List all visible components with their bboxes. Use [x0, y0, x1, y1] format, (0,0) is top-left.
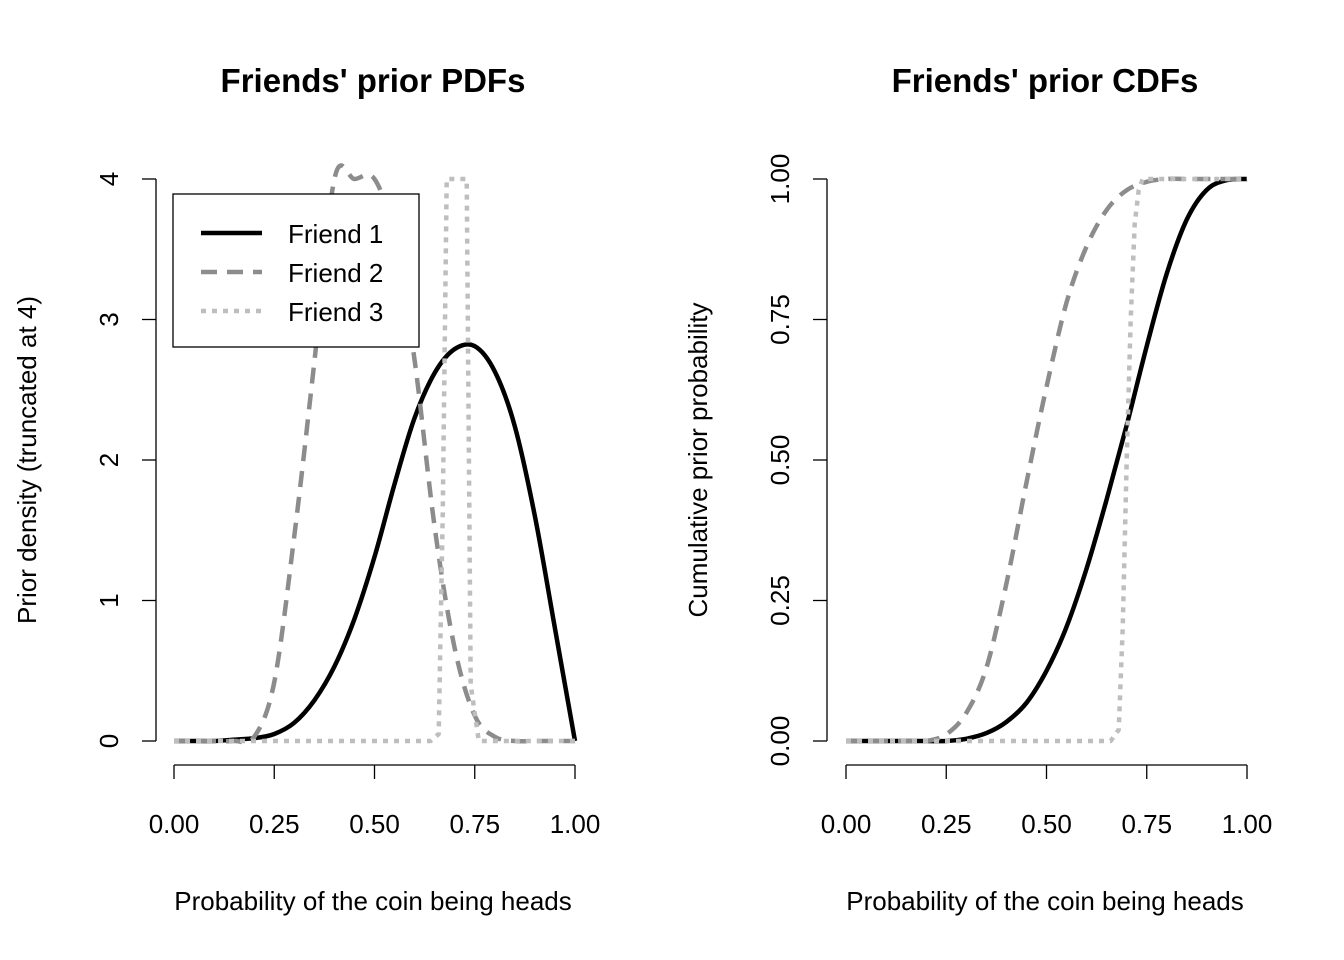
- legend: Friend 1 Friend 2 Friend 3: [172, 193, 420, 348]
- series-line-friend-1: [846, 176, 1248, 744]
- chart-title: Friends' prior CDFs: [892, 62, 1199, 99]
- x-tick-label: 1.00: [550, 809, 601, 839]
- series-line-friend-1: [174, 342, 578, 744]
- x-tick-label: 0.50: [349, 809, 400, 839]
- y-axis-label: Prior density (truncated at 4): [12, 296, 42, 624]
- x-tick-label: 0.75: [1121, 809, 1172, 839]
- y-tick-label: 1: [94, 593, 124, 607]
- chart-title: Friends' prior PDFs: [221, 62, 526, 99]
- x-tick-label: 0.25: [249, 809, 300, 839]
- x-axis: 0.00 0.25 0.50 0.75 1.00: [149, 764, 601, 839]
- y-tick-label: 0.25: [765, 575, 795, 626]
- y-axis-label: Cumulative prior probability: [683, 302, 713, 617]
- x-tick-label: 0.00: [149, 809, 200, 839]
- y-tick-label: 0.50: [765, 435, 795, 486]
- series-line-friend-2: [846, 176, 1247, 744]
- series-line-friend-2: [174, 163, 575, 745]
- y-tick-label: 2: [94, 453, 124, 467]
- x-axis: 0.00 0.25 0.50 0.75 1.00: [821, 764, 1273, 839]
- x-tick-label: 1.00: [1222, 809, 1273, 839]
- y-axis: 0 1 2 3 4: [94, 172, 157, 748]
- y-tick-label: 0.75: [765, 294, 795, 345]
- legend-label-friend-3: Friend 3: [288, 297, 383, 327]
- x-axis-label: Probability of the coin being heads: [174, 886, 572, 916]
- x-tick-label: 0.00: [821, 809, 872, 839]
- x-tick-label: 0.25: [921, 809, 972, 839]
- chart-panel-cdf: Friends' prior CDFs 0.00 0.25 0.50 0.75 1.00…: [683, 62, 1272, 916]
- legend-label-friend-1: Friend 1: [288, 219, 383, 249]
- plot-series: [174, 163, 578, 745]
- x-tick-label: 0.50: [1021, 809, 1072, 839]
- chart-panel-pdf: Friends' prior PDFs 0.00 0.25 0.50 0.75 1.00…: [12, 62, 600, 916]
- series-line-friend-3: [174, 176, 575, 744]
- y-tick-label: 3: [94, 312, 124, 326]
- x-axis-label: Probability of the coin being heads: [846, 886, 1244, 916]
- y-tick-label: 0: [94, 734, 124, 748]
- legend-label-friend-2: Friend 2: [288, 258, 383, 288]
- y-tick-label: 1.00: [765, 154, 795, 205]
- plot-series: [846, 176, 1248, 744]
- y-axis: 0.00 0.25 0.50 0.75 1.00: [765, 154, 828, 767]
- x-tick-label: 0.75: [449, 809, 500, 839]
- y-tick-label: 4: [94, 172, 124, 186]
- series-line-friend-3: [846, 176, 1247, 744]
- y-tick-label: 0.00: [765, 716, 795, 767]
